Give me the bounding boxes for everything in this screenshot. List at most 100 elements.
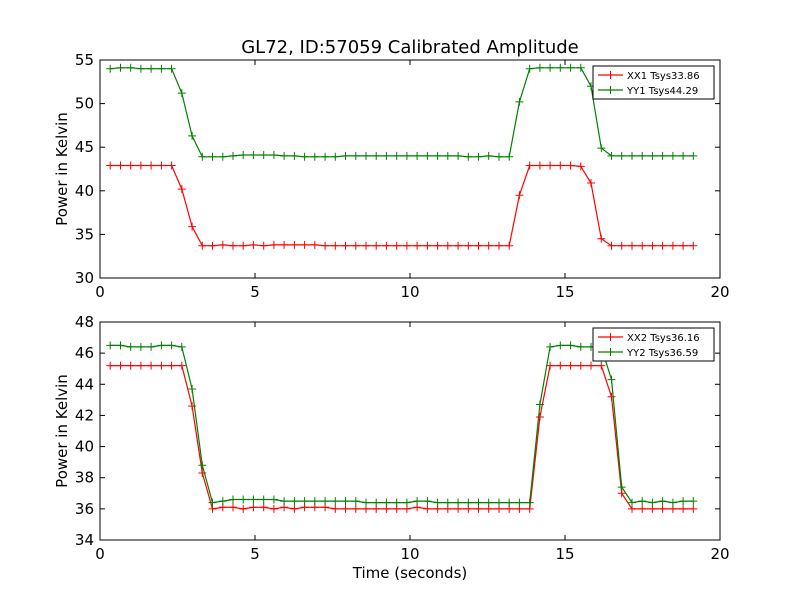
- data-point: [638, 241, 647, 250]
- legend-box: [592, 327, 715, 362]
- data-point: [362, 241, 370, 250]
- data-point: [147, 161, 156, 170]
- data-point: [147, 64, 156, 73]
- subplot-2: 0 5 10 15 20 34 36 38 40 42 44 46 48 Power in Kelvin X…: [53, 313, 730, 563]
- data-point: [402, 241, 411, 250]
- data-point: [689, 504, 698, 513]
- data-point: [484, 241, 493, 250]
- data-point: [556, 161, 565, 170]
- data-point: [535, 161, 544, 170]
- data-point: [259, 151, 268, 159]
- x-tick-label: 5: [250, 283, 260, 301]
- data-point: [177, 361, 186, 370]
- data-point: [607, 392, 616, 401]
- data-point: [218, 497, 227, 506]
- data-point: [638, 497, 647, 506]
- data-point: [341, 504, 350, 513]
- y-tick-label: 46: [75, 344, 94, 362]
- y-axis-label: Power in Kelvin: [53, 374, 71, 488]
- data-point: [474, 498, 483, 507]
- data-point: [535, 400, 544, 409]
- data-point: [525, 64, 534, 73]
- data-point: [177, 342, 186, 351]
- y-axis-label: Power in Kelvin: [53, 112, 71, 226]
- data-point: [433, 241, 442, 250]
- data-point: [413, 151, 422, 160]
- data-point: [249, 240, 258, 249]
- data-point: [331, 152, 340, 161]
- data-point: [382, 241, 391, 250]
- data-point: [157, 64, 166, 73]
- data-point: [106, 341, 115, 350]
- data-point: [218, 240, 227, 249]
- data-point: [249, 503, 258, 512]
- y-tick-label: 35: [75, 225, 94, 243]
- data-point: [310, 240, 319, 249]
- data-point: [372, 241, 381, 250]
- data-point: [413, 241, 422, 250]
- data-point: [525, 161, 534, 170]
- y-tick-label: 48: [75, 313, 94, 331]
- data-point: [505, 152, 514, 161]
- data-point: [668, 241, 677, 250]
- series-xx2: [106, 361, 698, 513]
- data-point: [679, 504, 688, 513]
- data-point: [474, 241, 483, 250]
- data-point: [464, 241, 473, 250]
- data-point: [546, 342, 555, 351]
- data-point: [280, 240, 289, 249]
- y-tick-label: 55: [75, 51, 94, 69]
- data-point: [290, 240, 299, 249]
- data-point: [495, 498, 503, 507]
- data-point: [321, 497, 330, 506]
- data-point: [259, 241, 268, 250]
- data-point: [576, 342, 585, 351]
- data-point: [249, 495, 258, 504]
- data-point: [280, 151, 289, 160]
- data-point: [597, 361, 606, 370]
- data-point: [617, 483, 626, 492]
- series-line: [110, 365, 694, 510]
- data-point: [628, 241, 636, 250]
- legend: XX1 Tsys33.86 YY1 Tsys44.29: [592, 65, 715, 100]
- x-tick-label: 0: [95, 545, 105, 563]
- data-point: [402, 151, 411, 160]
- subplot-1: 0 5 10 15 20 30 35 40 45 50 55 Power in Kelvin XX1 T…: [53, 51, 730, 301]
- data-point: [689, 497, 698, 506]
- legend-marker: [606, 333, 615, 341]
- data-point: [229, 151, 237, 160]
- data-point: [566, 361, 575, 370]
- data-point: [259, 503, 268, 512]
- data-point: [239, 241, 248, 250]
- x-tick-label: 5: [250, 545, 260, 563]
- data-point: [167, 64, 176, 73]
- data-point: [239, 151, 248, 159]
- x-tick-label: 15: [555, 283, 574, 301]
- data-point: [566, 63, 575, 72]
- data-point: [341, 241, 350, 250]
- data-point: [382, 151, 391, 160]
- data-point: [617, 151, 626, 160]
- data-point: [433, 498, 442, 507]
- data-point: [188, 131, 197, 140]
- data-point: [566, 161, 575, 170]
- data-point: [689, 241, 698, 250]
- series-xx1: [106, 161, 698, 250]
- data-point: [628, 498, 636, 507]
- data-point: [208, 241, 217, 250]
- data-point: [382, 498, 391, 507]
- x-tick-label: 20: [710, 545, 729, 563]
- data-point: [689, 151, 698, 160]
- x-tick-label: 10: [400, 545, 419, 563]
- data-point: [136, 161, 145, 170]
- data-point: [658, 504, 667, 513]
- data-point: [648, 241, 657, 250]
- legend-label: XX1 Tsys33.86: [627, 71, 700, 82]
- y-tick-label: 42: [75, 406, 94, 424]
- x-axis-label: Time (seconds): [352, 564, 468, 582]
- data-point: [515, 498, 524, 507]
- data-point: [423, 151, 432, 160]
- data-point: [290, 151, 299, 160]
- data-point: [648, 151, 657, 160]
